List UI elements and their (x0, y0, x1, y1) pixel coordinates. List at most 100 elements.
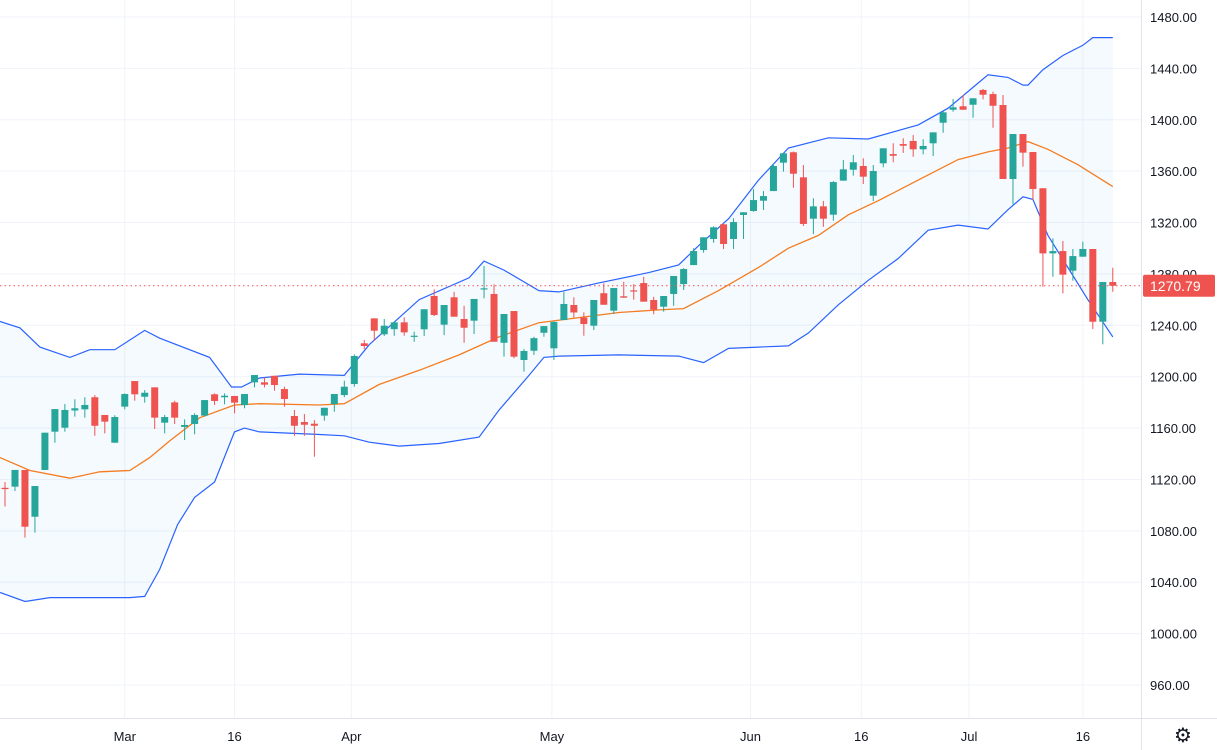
candle[interactable] (181, 419, 189, 441)
candle[interactable] (979, 88, 987, 100)
plot-area[interactable] (0, 36, 1141, 603)
candle[interactable] (899, 138, 907, 153)
candle[interactable] (91, 395, 99, 436)
candle[interactable] (1099, 282, 1107, 345)
candle[interactable] (121, 393, 129, 410)
candle[interactable] (1009, 134, 1017, 205)
candle[interactable] (360, 340, 368, 350)
candle[interactable] (440, 305, 448, 336)
candle[interactable] (829, 181, 837, 221)
candle[interactable] (630, 284, 638, 300)
candle[interactable] (660, 296, 668, 312)
candle[interactable] (510, 311, 518, 359)
candle[interactable] (909, 135, 917, 157)
candle[interactable] (1, 482, 9, 507)
candle[interactable] (500, 314, 508, 357)
price-axis[interactable]: 960.00 1000.00 1040.00 1080.00 1120.00 1160.0… (1141, 0, 1216, 750)
candle[interactable] (730, 218, 738, 250)
candle[interactable] (839, 159, 847, 181)
candle[interactable] (330, 394, 338, 412)
candle[interactable] (41, 432, 49, 470)
candle[interactable] (81, 397, 89, 418)
candle[interactable] (939, 111, 947, 133)
candle[interactable] (350, 354, 358, 387)
candle[interactable] (1109, 267, 1117, 292)
candle[interactable] (650, 296, 658, 315)
candle[interactable] (889, 143, 897, 163)
candle[interactable] (101, 414, 109, 434)
candle[interactable] (560, 291, 568, 321)
candle[interactable] (540, 326, 548, 337)
candle[interactable] (480, 265, 488, 299)
candle[interactable] (809, 198, 817, 235)
candle[interactable] (390, 321, 398, 336)
candle[interactable] (570, 297, 578, 318)
candle[interactable] (370, 318, 378, 341)
candle[interactable] (51, 409, 59, 443)
candle[interactable] (430, 289, 438, 317)
candle[interactable] (151, 387, 159, 429)
candle[interactable] (690, 248, 698, 266)
candle[interactable] (201, 400, 209, 417)
candle[interactable] (600, 283, 608, 305)
candle[interactable] (310, 419, 318, 457)
candle[interactable] (300, 414, 308, 436)
candle[interactable] (221, 393, 229, 405)
candle[interactable] (1029, 152, 1037, 201)
candle[interactable] (61, 404, 69, 432)
candle[interactable] (1069, 249, 1077, 281)
candle[interactable] (260, 377, 268, 388)
candle[interactable] (450, 291, 458, 317)
candle[interactable] (740, 212, 748, 239)
candle[interactable] (1089, 249, 1097, 330)
candle[interactable] (799, 164, 807, 227)
candle[interactable] (779, 153, 787, 172)
candle[interactable] (490, 284, 498, 342)
candle[interactable] (759, 191, 767, 210)
candle[interactable] (420, 309, 428, 336)
candle[interactable] (580, 312, 588, 336)
candle[interactable] (460, 305, 468, 343)
candle[interactable] (191, 413, 199, 435)
candle[interactable] (550, 321, 558, 360)
candle[interactable] (750, 189, 757, 212)
candle[interactable] (31, 486, 39, 533)
time-axis[interactable]: Mar 16 Apr May Jun 16 Jul 16 (0, 718, 1217, 745)
candle[interactable] (640, 276, 648, 302)
candle[interactable] (131, 381, 139, 401)
candle[interactable] (171, 400, 179, 424)
candle[interactable] (919, 139, 927, 155)
candle[interactable] (530, 336, 538, 355)
candle[interactable] (211, 393, 219, 405)
candle[interactable] (769, 163, 777, 192)
candle[interactable] (1079, 241, 1087, 257)
candle[interactable] (410, 331, 418, 342)
candle[interactable] (141, 390, 149, 403)
candle[interactable] (340, 380, 348, 398)
candle[interactable] (590, 300, 598, 331)
candle[interactable] (700, 237, 708, 253)
candle[interactable] (251, 375, 258, 388)
candle[interactable] (999, 94, 1007, 179)
candle[interactable] (879, 148, 887, 168)
candle[interactable] (241, 394, 249, 409)
candle[interactable] (989, 91, 997, 128)
candle[interactable] (161, 414, 169, 434)
candle[interactable] (680, 268, 688, 290)
candle[interactable] (789, 151, 797, 188)
candle[interactable] (929, 132, 937, 156)
gear-icon[interactable]: ⚙ (1174, 723, 1192, 747)
candle[interactable] (1039, 188, 1047, 287)
candle[interactable] (111, 415, 119, 443)
candle[interactable] (710, 226, 718, 243)
candle[interactable] (959, 94, 967, 110)
candle[interactable] (610, 288, 618, 315)
candle[interactable] (969, 98, 977, 118)
candle[interactable] (270, 375, 278, 391)
candle[interactable] (21, 469, 29, 538)
candle[interactable] (71, 399, 79, 417)
candle[interactable] (470, 298, 478, 335)
candle[interactable] (1059, 241, 1067, 294)
candle[interactable] (620, 281, 628, 298)
